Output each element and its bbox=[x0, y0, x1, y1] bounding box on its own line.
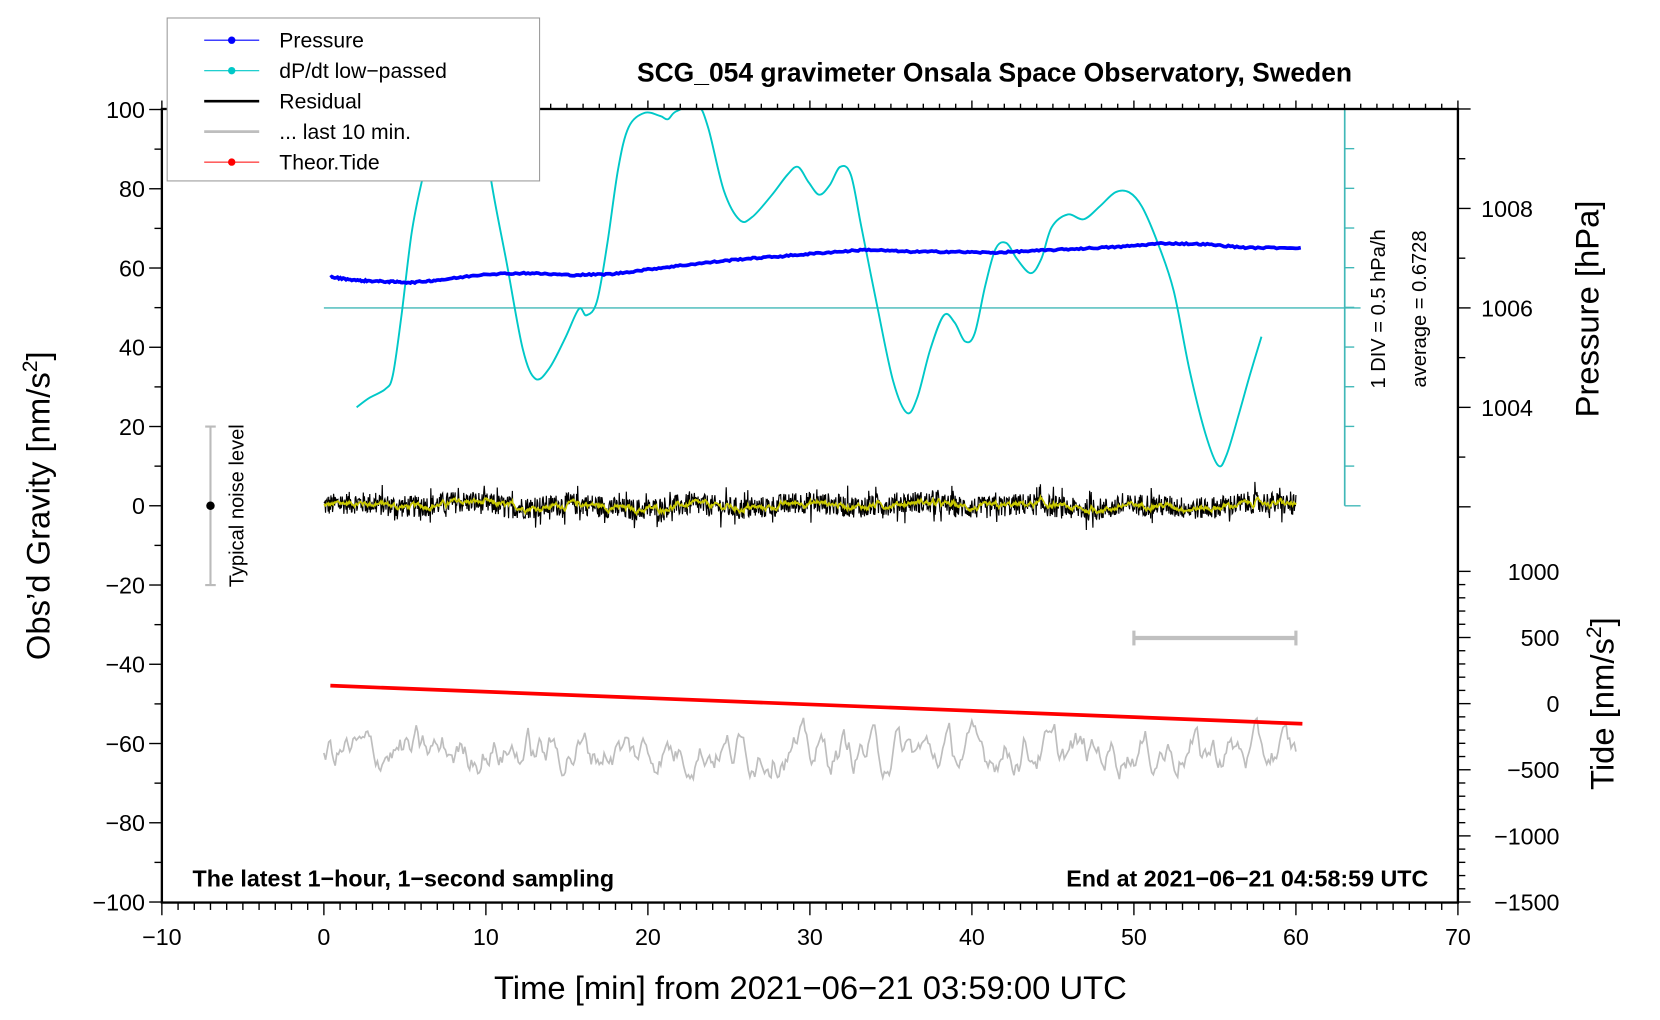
left-tick-label: 80 bbox=[119, 176, 145, 202]
left-tick-label: −20 bbox=[105, 572, 145, 598]
residual-smoothed-line bbox=[323, 493, 1297, 517]
dpdt-line bbox=[356, 108, 1263, 468]
left-axis-label-text: Obs’d Gravity [nm/s bbox=[20, 372, 57, 660]
left-axis-label-end: ] bbox=[20, 351, 57, 360]
pressure-line bbox=[329, 240, 1302, 286]
x-tick-label: 70 bbox=[1445, 924, 1471, 950]
legend-marker-0 bbox=[227, 36, 236, 44]
left-tick-label: −100 bbox=[93, 889, 145, 915]
legend-label: dP/dt low−passed bbox=[279, 60, 447, 83]
tide-axis-label-sup: 2 bbox=[1583, 626, 1606, 638]
legend: Pressure dP/dt low−passed Residual ... last… bbox=[166, 17, 541, 182]
x-axis-label: Time [min] from 2021−06−21 03:59:00 UTC bbox=[494, 969, 1127, 1006]
noise-level-label: Typical noise level bbox=[226, 424, 248, 587]
tide-tick-label: 1000 bbox=[1508, 559, 1560, 585]
plot-frame bbox=[160, 107, 1460, 904]
left-tick-label: −60 bbox=[105, 731, 145, 757]
x-tick-label: −10 bbox=[142, 924, 182, 950]
x-tick-label: 0 bbox=[317, 924, 330, 950]
legend-marker-4 bbox=[227, 158, 236, 166]
annotation-bottom-right: End at 2021−06−21 04:58:59 UTC bbox=[1066, 866, 1428, 892]
left-tick-label: 20 bbox=[119, 414, 145, 440]
chart-title: SCG_054 gravimeter Onsala Space Observat… bbox=[637, 57, 1352, 87]
left-tick-label: 40 bbox=[119, 335, 145, 361]
legend-box bbox=[166, 17, 541, 182]
last-10-min-line bbox=[323, 716, 1297, 782]
tide-axis-label-end: ] bbox=[1583, 617, 1620, 626]
noise-level-dot bbox=[206, 501, 215, 510]
left-tick-label: 0 bbox=[132, 493, 145, 519]
x-tick-label: 20 bbox=[635, 924, 661, 950]
legend-marker-1 bbox=[227, 66, 236, 75]
pressure-tick-label: 1008 bbox=[1481, 196, 1533, 222]
legend-label: Residual bbox=[279, 91, 361, 114]
x-tick-label: 40 bbox=[959, 924, 985, 950]
annotation-bottom-left: The latest 1−hour, 1−second sampling bbox=[193, 866, 614, 892]
x-tick-label: 50 bbox=[1121, 924, 1147, 950]
pressure-tick-label: 1004 bbox=[1481, 395, 1533, 421]
left-axis-label-sup: 2 bbox=[19, 361, 42, 373]
tide-tick-label: 0 bbox=[1547, 691, 1560, 717]
tide-axis-label: Tide [nm/s2] bbox=[1583, 617, 1621, 790]
legend-label: Theor.Tide bbox=[279, 152, 379, 175]
tide-tick-label: −500 bbox=[1507, 757, 1559, 783]
dpdt-average-label: average = 0.6728 bbox=[1409, 230, 1431, 387]
tide-axis-label-text: Tide [nm/s bbox=[1583, 638, 1620, 790]
left-tick-label: −40 bbox=[105, 652, 145, 678]
tide-tick-label: −1500 bbox=[1494, 889, 1559, 915]
tide-line bbox=[330, 683, 1303, 726]
left-tick-label: 100 bbox=[106, 97, 145, 123]
tide-tick-label: 500 bbox=[1521, 625, 1560, 651]
axis-ticks: −10 0 10 20 30 40 50 60 70100806040200−20−40−60−… bbox=[93, 97, 1560, 950]
dpdt-div-label: 1 DIV = 0.5 hPa/h bbox=[1368, 229, 1390, 388]
pressure-axis-label: Pressure [hPa] bbox=[1569, 201, 1606, 418]
left-tick-label: −80 bbox=[105, 810, 145, 836]
x-tick-label: 60 bbox=[1283, 924, 1309, 950]
x-tick-label: 30 bbox=[797, 924, 823, 950]
pressure-tick-label: 1006 bbox=[1481, 295, 1533, 321]
tide-tick-label: −1000 bbox=[1494, 823, 1559, 849]
x-tick-label: 10 bbox=[473, 924, 499, 950]
left-axis-label: Obs’d Gravity [nm/s2] bbox=[19, 351, 57, 660]
legend-label: Pressure bbox=[279, 30, 364, 53]
left-tick-label: 60 bbox=[119, 255, 145, 281]
series-layer bbox=[205, 108, 1361, 782]
legend-label: ... last 10 min. bbox=[279, 121, 411, 144]
